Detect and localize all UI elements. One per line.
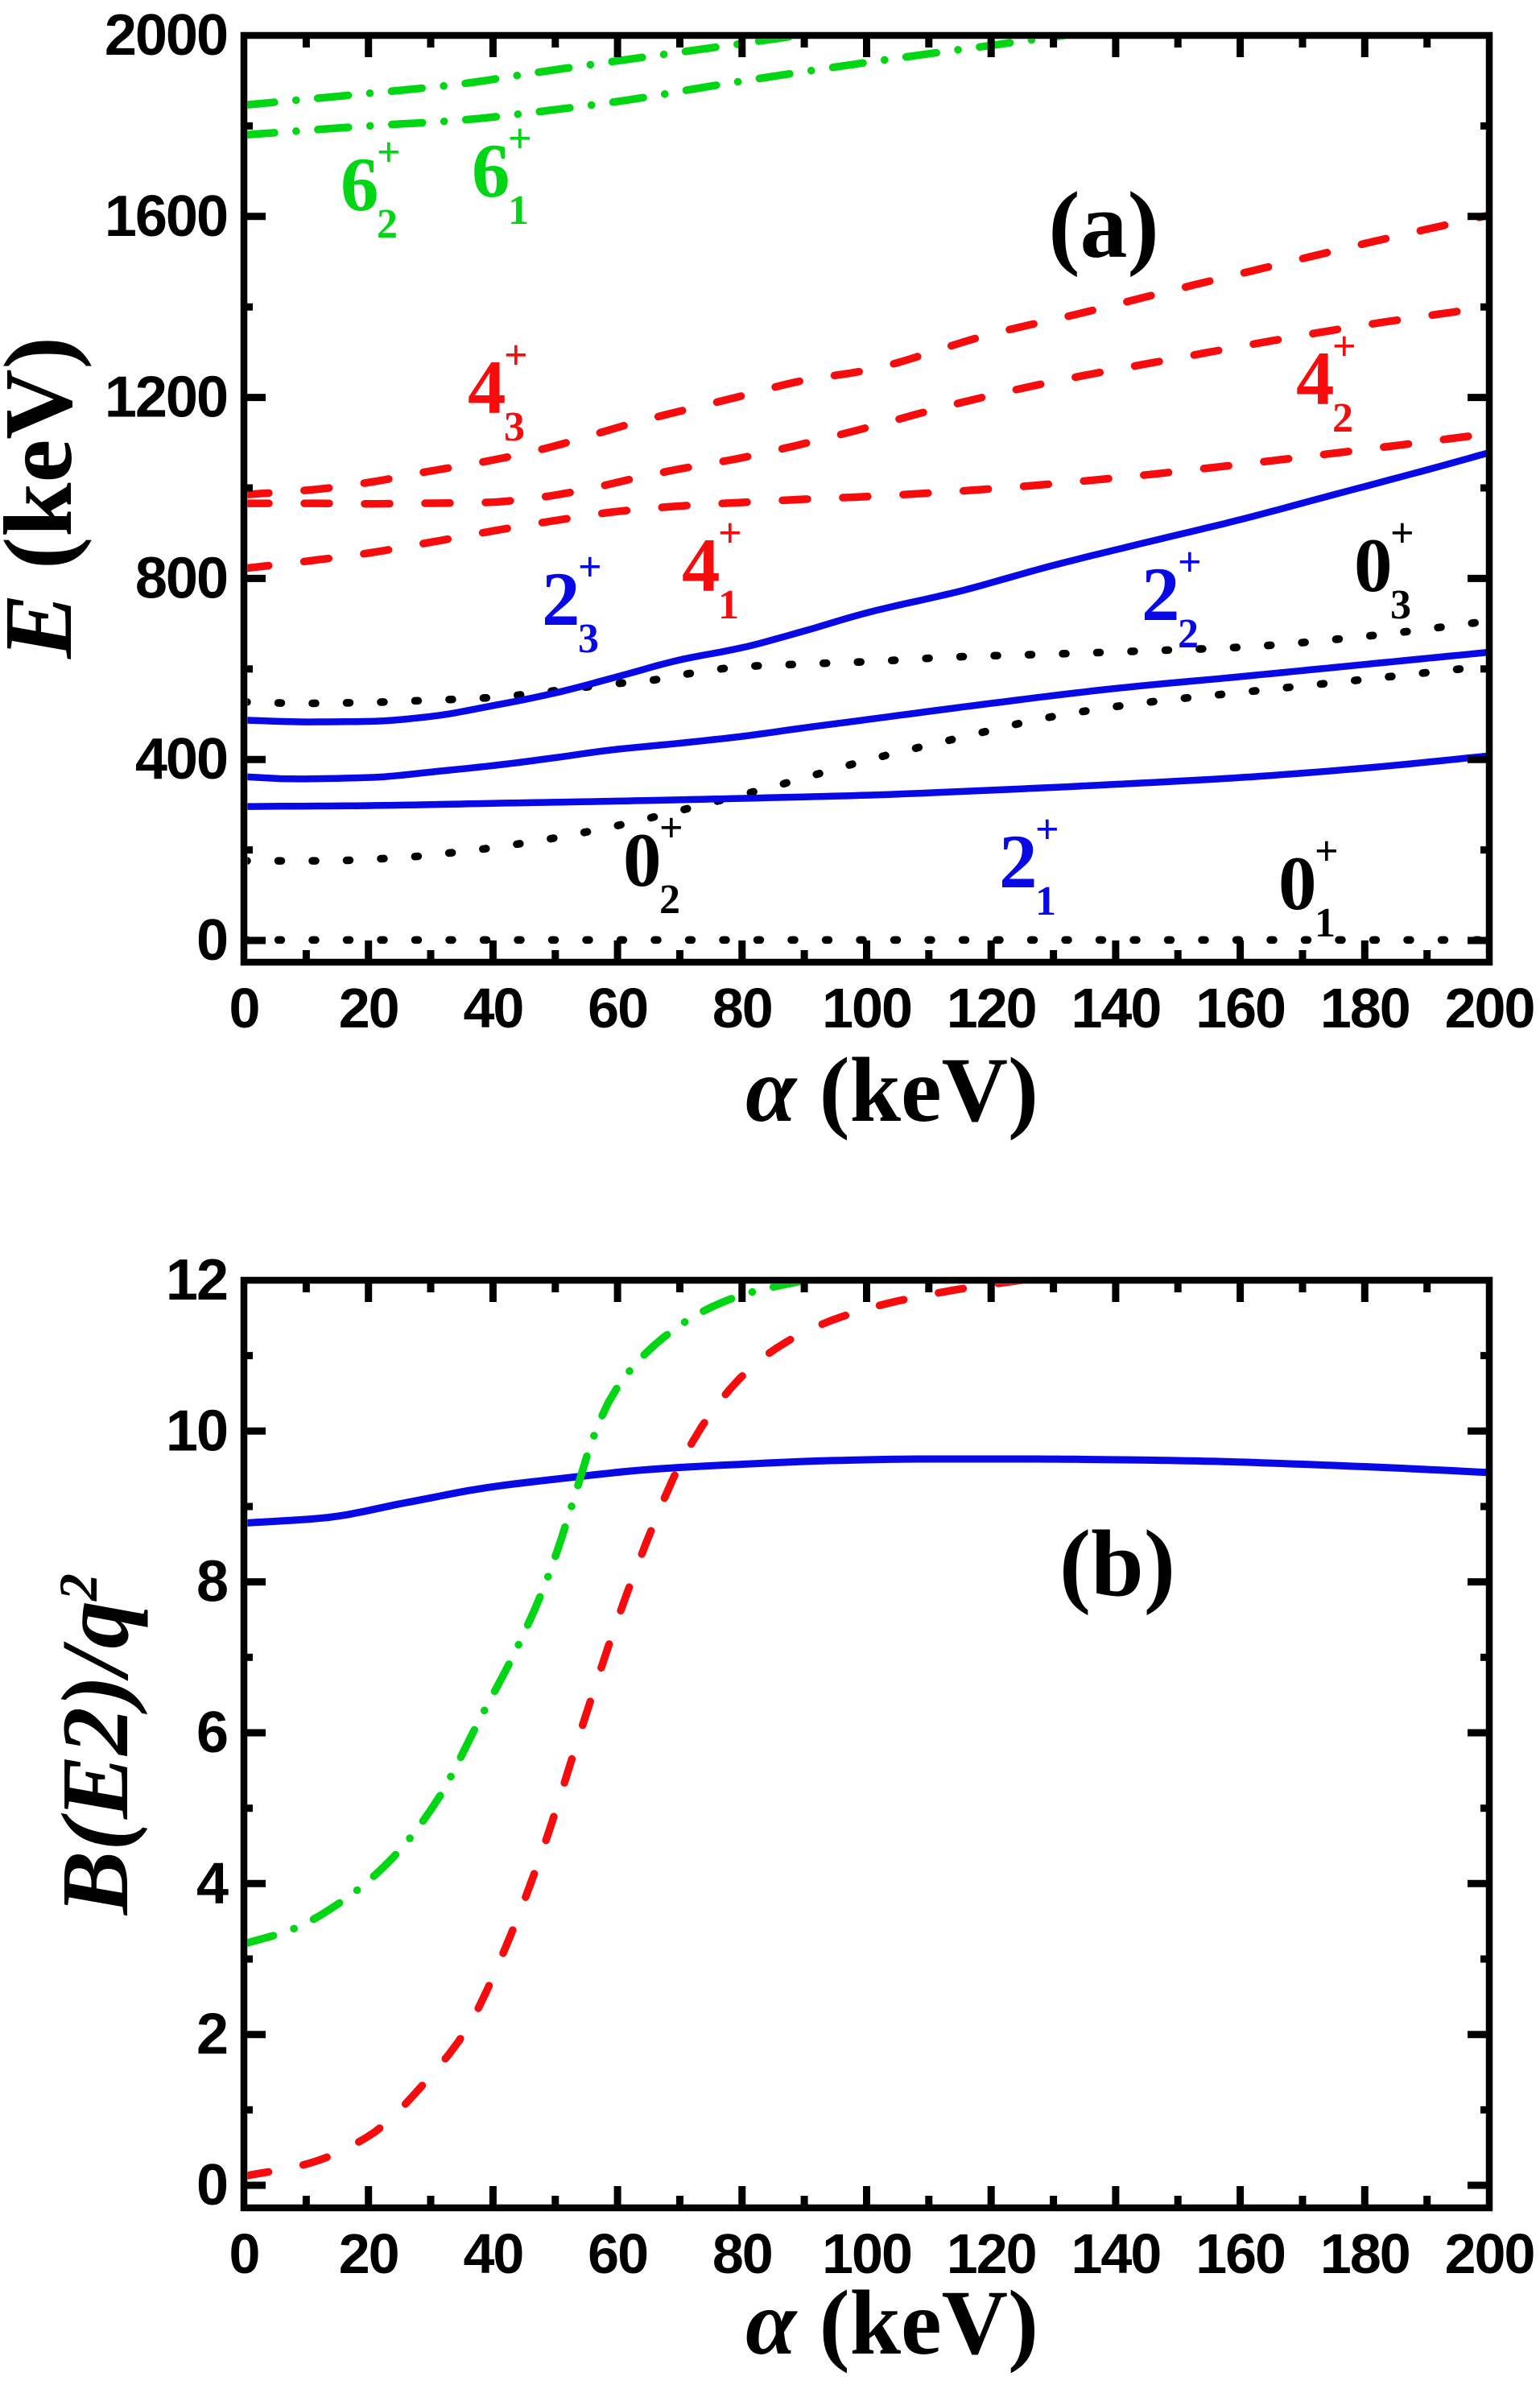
svg-text:400: 400 bbox=[135, 727, 227, 792]
svg-text:2: 2 bbox=[999, 819, 1038, 904]
svg-text:60: 60 bbox=[588, 977, 647, 1040]
svg-text:+: + bbox=[578, 544, 602, 590]
svg-text:10: 10 bbox=[166, 1399, 227, 1463]
svg-text:0: 0 bbox=[229, 977, 259, 1040]
svg-text:1200: 1200 bbox=[105, 366, 227, 430]
svg-text:12: 12 bbox=[166, 1248, 227, 1312]
svg-text:4: 4 bbox=[1296, 336, 1335, 421]
svg-text:+: + bbox=[1390, 510, 1414, 556]
svg-text:α (keV): α (keV) bbox=[745, 1039, 1038, 1141]
svg-text:120: 120 bbox=[947, 977, 1036, 1040]
svg-text:0: 0 bbox=[196, 908, 227, 973]
svg-text:4: 4 bbox=[468, 345, 506, 430]
svg-text:1: 1 bbox=[718, 582, 739, 628]
svg-text:800: 800 bbox=[135, 546, 227, 610]
svg-text:2: 2 bbox=[196, 2003, 227, 2067]
svg-text:2000: 2000 bbox=[105, 3, 227, 68]
svg-text:80: 80 bbox=[712, 2222, 772, 2285]
svg-text:+: + bbox=[1178, 539, 1202, 585]
svg-text:180: 180 bbox=[1320, 977, 1410, 1040]
svg-text:4: 4 bbox=[196, 1851, 229, 1916]
svg-text:6: 6 bbox=[341, 142, 379, 227]
svg-text:3: 3 bbox=[504, 404, 525, 450]
svg-text:180: 180 bbox=[1320, 2222, 1410, 2285]
svg-text:2: 2 bbox=[377, 201, 398, 247]
svg-text:+: + bbox=[718, 510, 742, 556]
svg-text:+: + bbox=[659, 805, 683, 851]
svg-text:6: 6 bbox=[472, 128, 510, 213]
svg-text:2: 2 bbox=[542, 556, 580, 642]
svg-text:(b): (b) bbox=[1059, 1511, 1175, 1616]
svg-text:0: 0 bbox=[1278, 841, 1317, 926]
svg-text:E (keV): E (keV) bbox=[0, 337, 93, 659]
svg-text:+: + bbox=[377, 130, 401, 176]
svg-text:+: + bbox=[504, 333, 528, 378]
svg-text:80: 80 bbox=[712, 977, 772, 1040]
svg-text:8: 8 bbox=[196, 1550, 227, 1614]
svg-text:100: 100 bbox=[822, 2222, 911, 2285]
svg-text:0: 0 bbox=[623, 817, 662, 903]
svg-text:3: 3 bbox=[578, 616, 599, 662]
svg-text:20: 20 bbox=[339, 2222, 398, 2285]
svg-text:1600: 1600 bbox=[105, 184, 227, 249]
svg-text:2: 2 bbox=[1332, 395, 1353, 441]
svg-text:4: 4 bbox=[682, 523, 720, 608]
svg-text:120: 120 bbox=[947, 2222, 1036, 2285]
svg-text:0: 0 bbox=[229, 2222, 259, 2285]
svg-text:(a): (a) bbox=[1048, 172, 1159, 278]
svg-text:+: + bbox=[1332, 324, 1356, 370]
svg-text:+: + bbox=[508, 116, 532, 162]
svg-text:0: 0 bbox=[196, 2153, 227, 2217]
svg-text:B(E2)/q2: B(E2)/q2 bbox=[42, 1573, 148, 1916]
svg-text:2: 2 bbox=[659, 877, 680, 923]
svg-text:1: 1 bbox=[1035, 878, 1056, 924]
svg-text:40: 40 bbox=[463, 2222, 522, 2285]
svg-text:2: 2 bbox=[1142, 552, 1180, 637]
svg-text:160: 160 bbox=[1195, 977, 1285, 1040]
svg-text:200: 200 bbox=[1445, 977, 1534, 1040]
svg-text:6: 6 bbox=[196, 1701, 227, 1765]
svg-text:60: 60 bbox=[588, 2222, 647, 2285]
svg-text:+: + bbox=[1315, 829, 1339, 874]
svg-text:100: 100 bbox=[822, 977, 911, 1040]
svg-text:1: 1 bbox=[1315, 900, 1336, 946]
svg-text:2: 2 bbox=[1178, 611, 1199, 657]
svg-text:40: 40 bbox=[463, 977, 522, 1040]
svg-text:1: 1 bbox=[508, 188, 529, 234]
svg-text:140: 140 bbox=[1071, 977, 1161, 1040]
svg-text:200: 200 bbox=[1445, 2222, 1534, 2285]
svg-text:3: 3 bbox=[1390, 582, 1411, 628]
svg-text:140: 140 bbox=[1071, 2222, 1161, 2285]
svg-text:α (keV): α (keV) bbox=[745, 2271, 1038, 2374]
svg-text:160: 160 bbox=[1195, 2222, 1285, 2285]
svg-text:+: + bbox=[1035, 807, 1059, 853]
svg-text:0: 0 bbox=[1354, 523, 1393, 608]
svg-text:20: 20 bbox=[339, 977, 398, 1040]
